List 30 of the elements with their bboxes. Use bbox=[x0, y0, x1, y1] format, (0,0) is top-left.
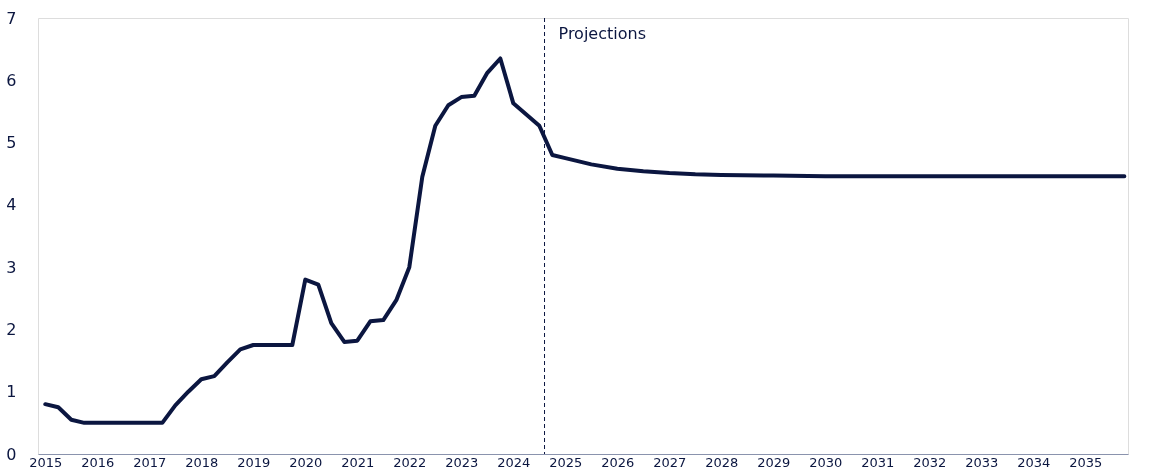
y-tick-label: 5 bbox=[6, 133, 17, 153]
y-tick-label: 4 bbox=[6, 195, 17, 215]
x-tick-label: 2017 bbox=[133, 454, 167, 470]
x-tick-label: 2015 bbox=[29, 454, 63, 470]
x-tick-label: 2021 bbox=[341, 454, 375, 470]
x-tick-label: 2024 bbox=[497, 454, 531, 470]
x-tick-label: 2019 bbox=[237, 454, 271, 470]
y-tick-label: 3 bbox=[6, 257, 17, 277]
ref-line-label: Projections bbox=[558, 24, 646, 43]
x-tick-label: 2029 bbox=[757, 454, 791, 470]
x-tick-label: 2035 bbox=[1069, 454, 1103, 470]
x-tick-label: 2016 bbox=[81, 454, 115, 470]
x-tick-label: 2022 bbox=[393, 454, 427, 470]
x-tick-label: 2031 bbox=[861, 454, 895, 470]
x-tick-label: 2030 bbox=[809, 454, 843, 470]
x-tick-label: 2018 bbox=[185, 454, 219, 470]
y-tick-label: 2 bbox=[6, 319, 17, 339]
x-tick-label: 2034 bbox=[1017, 454, 1051, 470]
x-tick-label: 2027 bbox=[653, 454, 687, 470]
y-tick-label: 6 bbox=[6, 70, 17, 90]
x-tick-label: 2026 bbox=[601, 454, 635, 470]
x-tick-label: 2025 bbox=[549, 454, 583, 470]
x-tick-label: 2020 bbox=[289, 454, 323, 470]
x-tick-label: 2028 bbox=[705, 454, 739, 470]
y-tick-label: 1 bbox=[6, 382, 17, 402]
y-tick-label: 7 bbox=[6, 8, 17, 28]
x-tick-label: 2032 bbox=[913, 454, 947, 470]
x-tick-label: 2033 bbox=[965, 454, 999, 470]
y-tick-label: 0 bbox=[6, 444, 17, 464]
x-tick-label: 2023 bbox=[445, 454, 479, 470]
